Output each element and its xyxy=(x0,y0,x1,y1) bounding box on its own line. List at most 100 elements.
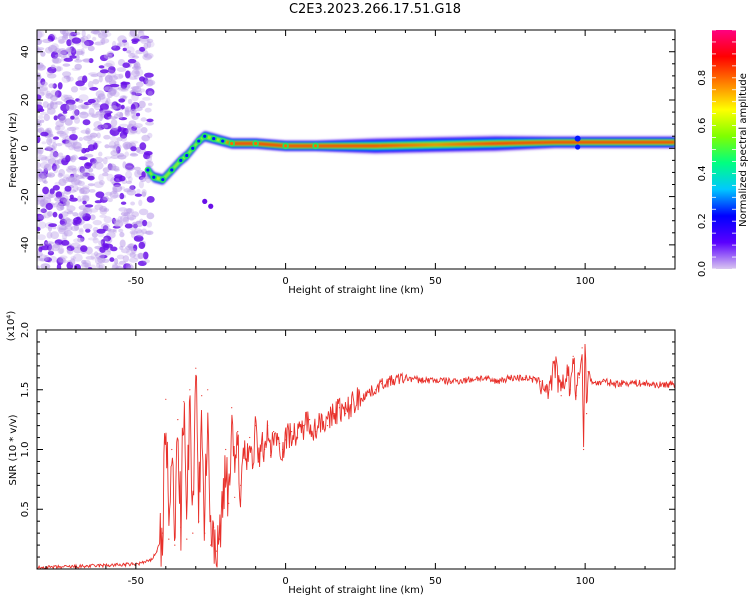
noise-blob xyxy=(37,147,44,155)
noise-blob xyxy=(46,90,51,97)
noise-blob xyxy=(122,39,127,43)
noise-blob xyxy=(145,230,154,236)
noise-blob xyxy=(48,223,57,228)
noise-blob xyxy=(118,175,126,182)
noise-blob xyxy=(132,55,140,59)
snr-point xyxy=(234,496,236,498)
noise-blob xyxy=(105,75,111,84)
noise-blob xyxy=(78,137,84,141)
signal-point-core xyxy=(212,137,216,141)
noise-blob xyxy=(124,151,129,157)
noise-blob xyxy=(112,40,117,49)
signal-point-core xyxy=(179,158,183,162)
noise-blob xyxy=(37,148,43,156)
snr-point xyxy=(246,460,248,462)
snr-point xyxy=(168,538,170,540)
noise-blob xyxy=(49,255,58,263)
y-scale-label: (x10⁴) xyxy=(6,311,17,342)
noise-blob xyxy=(73,264,81,269)
snr-panel: -50 0 50 100 0.5 1.0 1.5 2.0(x10⁴) Height of str… xyxy=(6,311,676,596)
noise-blob xyxy=(81,262,92,268)
noise-blob xyxy=(55,101,63,105)
noise-blob xyxy=(125,70,131,79)
noise-blob xyxy=(72,184,79,192)
snr-point xyxy=(258,460,260,462)
noise-blob xyxy=(53,136,59,140)
noise-blob xyxy=(99,103,109,111)
noise-blob xyxy=(69,194,74,199)
y-axis-label-top: Frequency (Hz) xyxy=(8,112,19,188)
plot-frame-bottom xyxy=(36,329,676,570)
noise-blob xyxy=(100,30,110,34)
y-tick-label-bottom: 0.5 xyxy=(20,501,31,517)
noise-blob xyxy=(62,176,69,184)
snr-point xyxy=(216,550,218,552)
noise-blob xyxy=(73,31,81,36)
isolated-spot xyxy=(208,203,214,209)
noise-blob xyxy=(126,128,136,135)
noise-blob xyxy=(134,92,142,97)
noise-blob xyxy=(110,119,118,127)
noise-blob xyxy=(58,227,66,235)
colorbar-label: Normalized spectral amplitude xyxy=(738,73,749,227)
noise-blob xyxy=(86,34,91,40)
noise-blob xyxy=(145,79,154,87)
noise-blob xyxy=(37,104,44,112)
noise-blob xyxy=(117,42,126,47)
noise-blob xyxy=(106,173,114,182)
noise-blob xyxy=(127,58,137,64)
noise-blob xyxy=(41,81,48,87)
snr-point xyxy=(464,379,466,381)
noise-blob xyxy=(57,48,68,55)
noise-blob xyxy=(136,81,144,88)
noise-blob xyxy=(56,130,65,135)
noise-blob xyxy=(71,37,82,44)
snr-point xyxy=(240,484,242,486)
snr-point xyxy=(344,413,347,415)
noise-blob xyxy=(111,165,120,171)
y-tick-label-bottom: 1.0 xyxy=(20,442,31,458)
noise-blob xyxy=(43,113,50,122)
noise-blob xyxy=(98,32,108,39)
noise-blob xyxy=(98,113,103,122)
noise-blob xyxy=(127,264,134,269)
noise-blob xyxy=(67,165,77,171)
noise-blob xyxy=(146,79,156,86)
noise-blob xyxy=(146,38,154,44)
noise-blob xyxy=(129,153,139,157)
noise-blob xyxy=(70,47,77,56)
snr-point xyxy=(273,431,275,433)
snr-point xyxy=(368,391,371,393)
snr-point xyxy=(575,395,577,397)
noise-blob xyxy=(114,220,120,226)
noise-blob xyxy=(59,30,66,35)
noise-blob xyxy=(63,129,69,135)
snr-point xyxy=(449,380,451,382)
noise-blob xyxy=(134,70,140,75)
noise-blob xyxy=(75,175,84,179)
noise-blob xyxy=(61,35,69,41)
signal-point-core xyxy=(185,153,189,158)
noise-blob xyxy=(39,119,45,123)
noise-blob xyxy=(111,105,117,110)
noise-blob xyxy=(124,223,133,229)
noise-blob xyxy=(53,115,58,121)
noise-blob xyxy=(123,188,132,193)
snr-point xyxy=(548,389,550,391)
noise-blob xyxy=(66,39,72,47)
noise-blob xyxy=(92,78,100,85)
snr-point xyxy=(434,379,436,381)
noise-blob xyxy=(85,256,96,260)
noise-blob xyxy=(86,112,97,117)
noise-blob xyxy=(72,253,83,262)
signal-point-core xyxy=(230,141,234,146)
noise-blob xyxy=(115,266,124,269)
noise-blob xyxy=(72,109,79,117)
noise-blob xyxy=(91,102,101,108)
noise-blob xyxy=(124,163,134,170)
noise-blob xyxy=(112,187,118,195)
snr-point xyxy=(213,526,215,528)
noise-blob xyxy=(97,233,105,238)
noise-blob xyxy=(61,211,69,217)
snr-point xyxy=(237,431,239,433)
